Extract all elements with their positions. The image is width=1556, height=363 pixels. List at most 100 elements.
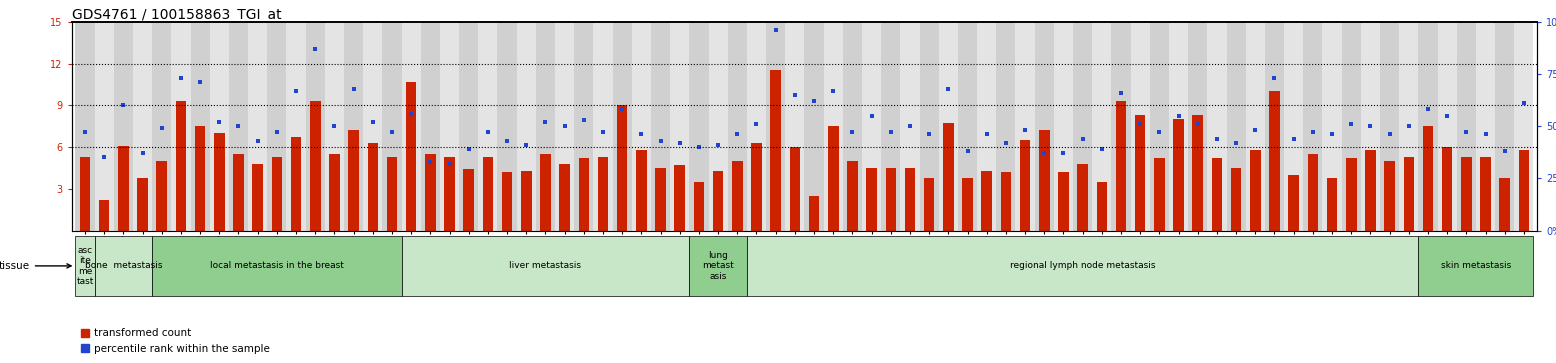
Bar — [132, 22, 152, 231]
Point — [974, 131, 999, 137]
Point — [476, 130, 501, 135]
Bar — [1246, 22, 1265, 231]
Point — [322, 123, 347, 129]
Bar — [286, 22, 305, 231]
Bar — [559, 164, 569, 231]
Bar — [632, 22, 650, 231]
Point — [419, 159, 443, 164]
Point — [1243, 127, 1268, 133]
Bar — [75, 22, 95, 231]
Bar — [1097, 182, 1108, 231]
Bar — [152, 22, 171, 231]
Bar — [1270, 91, 1279, 231]
Bar — [1365, 150, 1376, 231]
Bar — [137, 178, 148, 231]
Bar — [650, 22, 671, 231]
Bar — [1438, 22, 1456, 231]
Bar — [1265, 22, 1284, 231]
Bar — [1419, 22, 1438, 231]
Bar — [1461, 157, 1472, 231]
Bar — [157, 161, 166, 231]
Point — [380, 130, 405, 135]
Bar — [401, 22, 420, 231]
Bar — [1514, 22, 1534, 231]
Bar — [671, 22, 689, 231]
Text: liver metastasis: liver metastasis — [509, 261, 582, 270]
Point — [149, 125, 174, 131]
FancyBboxPatch shape — [1419, 236, 1534, 296]
Bar — [579, 158, 590, 231]
Bar — [555, 22, 574, 231]
Bar — [440, 22, 459, 231]
Bar — [1288, 175, 1299, 231]
Point — [513, 142, 538, 148]
Point — [73, 130, 98, 135]
Point — [725, 131, 750, 137]
Bar — [1477, 22, 1495, 231]
Bar — [1307, 154, 1318, 231]
Point — [131, 150, 156, 156]
Bar — [924, 178, 935, 231]
Bar — [867, 168, 878, 231]
Bar — [689, 22, 708, 231]
Bar — [958, 22, 977, 231]
Bar — [482, 157, 493, 231]
Point — [840, 130, 865, 135]
Point — [303, 46, 328, 52]
Bar — [613, 22, 632, 231]
Bar — [828, 126, 839, 231]
Bar — [194, 126, 205, 231]
Point — [1453, 130, 1478, 135]
Point — [629, 131, 654, 137]
Bar — [1380, 22, 1399, 231]
Bar — [445, 157, 454, 231]
Bar — [325, 22, 344, 231]
Bar — [1173, 119, 1184, 231]
Bar — [766, 22, 786, 231]
Bar — [367, 143, 378, 231]
Bar — [636, 150, 647, 231]
Bar — [1169, 22, 1189, 231]
Point — [878, 130, 902, 135]
Bar — [535, 22, 555, 231]
Bar — [694, 182, 705, 231]
Point — [207, 119, 232, 125]
Bar — [1500, 178, 1509, 231]
Bar — [1341, 22, 1362, 231]
FancyBboxPatch shape — [747, 236, 1419, 296]
Bar — [920, 22, 938, 231]
Bar — [1016, 22, 1035, 231]
Bar — [752, 143, 762, 231]
Point — [820, 88, 845, 94]
Bar — [885, 168, 896, 231]
Point — [1416, 107, 1441, 113]
Bar — [1231, 168, 1242, 231]
Bar — [1207, 22, 1226, 231]
Bar — [881, 22, 901, 231]
Point — [935, 86, 960, 91]
Point — [398, 111, 423, 117]
Bar — [464, 169, 475, 231]
Bar — [598, 157, 608, 231]
Bar — [996, 22, 1016, 231]
Bar — [901, 22, 920, 231]
Bar — [383, 22, 401, 231]
Bar — [459, 22, 478, 231]
Bar — [95, 22, 114, 231]
Bar — [268, 22, 286, 231]
Legend: transformed count, percentile rank within the sample: transformed count, percentile rank withi… — [76, 324, 274, 358]
Bar — [114, 22, 132, 231]
Point — [456, 146, 481, 152]
Bar — [1131, 22, 1150, 231]
Bar — [823, 22, 843, 231]
Bar — [501, 172, 512, 231]
FancyBboxPatch shape — [401, 236, 689, 296]
Bar — [1519, 150, 1530, 231]
Bar — [1035, 22, 1053, 231]
Point — [1108, 90, 1133, 96]
Text: lung
metast
asis: lung metast asis — [702, 251, 734, 281]
FancyBboxPatch shape — [152, 236, 401, 296]
Bar — [1385, 161, 1394, 231]
Point — [1319, 131, 1344, 137]
Point — [495, 138, 520, 144]
